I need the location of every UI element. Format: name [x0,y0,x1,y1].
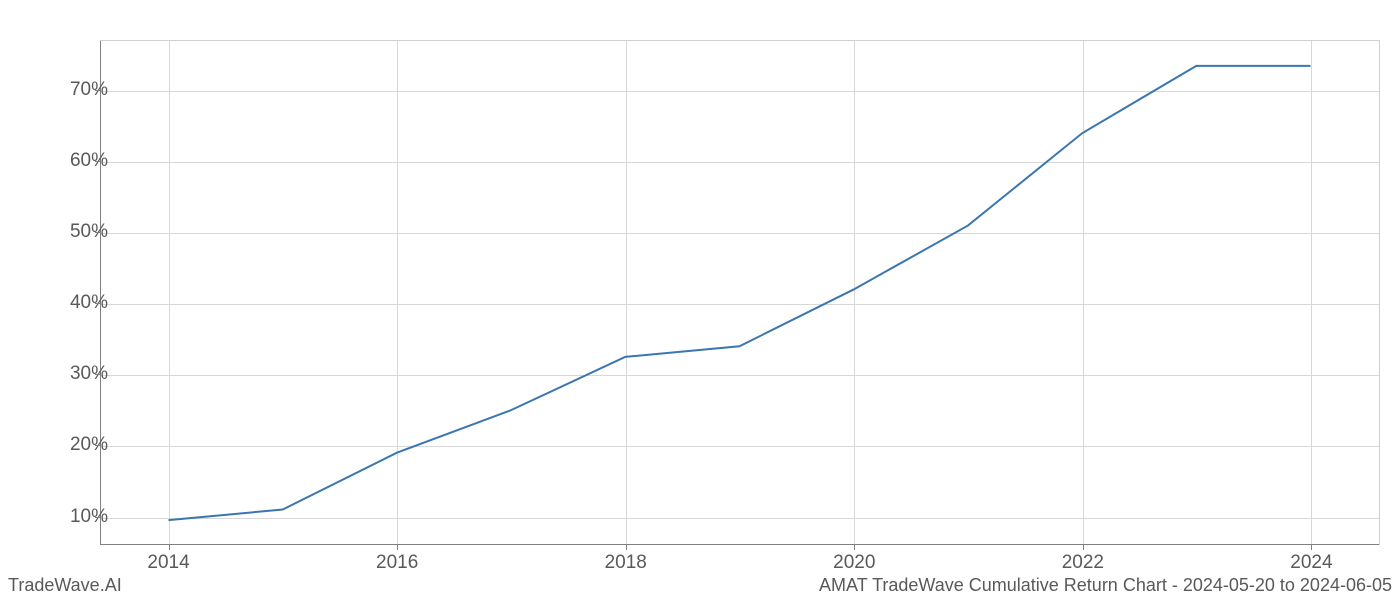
y-tick-mark [95,161,100,162]
y-tick-label: 40% [70,292,108,314]
y-tick-label: 70% [70,79,108,101]
x-tick-mark [854,545,855,550]
x-tick-label: 2016 [376,552,418,574]
y-tick-mark [95,90,100,91]
x-tick-label: 2014 [147,552,189,574]
x-tick-label: 2018 [605,552,647,574]
y-tick-mark [95,374,100,375]
y-tick-label: 50% [70,221,108,243]
x-tick-label: 2022 [1062,552,1104,574]
y-tick-label: 60% [70,150,108,172]
footer-caption: AMAT TradeWave Cumulative Return Chart -… [819,575,1392,596]
y-tick-mark [95,445,100,446]
x-tick-mark [397,545,398,550]
y-tick-mark [95,517,100,518]
chart-plot-area [100,40,1380,545]
x-axis-line [100,544,1379,545]
plot-border [100,40,1380,545]
x-tick-label: 2024 [1290,552,1332,574]
return-line [169,66,1311,520]
x-tick-mark [626,545,627,550]
x-tick-mark [1083,545,1084,550]
y-tick-label: 20% [70,434,108,456]
x-tick-mark [169,545,170,550]
line-series [100,41,1379,545]
x-tick-mark [1311,545,1312,550]
y-tick-mark [95,232,100,233]
y-tick-label: 10% [70,506,108,528]
y-tick-label: 30% [70,363,108,385]
footer-brand: TradeWave.AI [8,575,122,596]
y-tick-mark [95,303,100,304]
x-tick-label: 2020 [833,552,875,574]
